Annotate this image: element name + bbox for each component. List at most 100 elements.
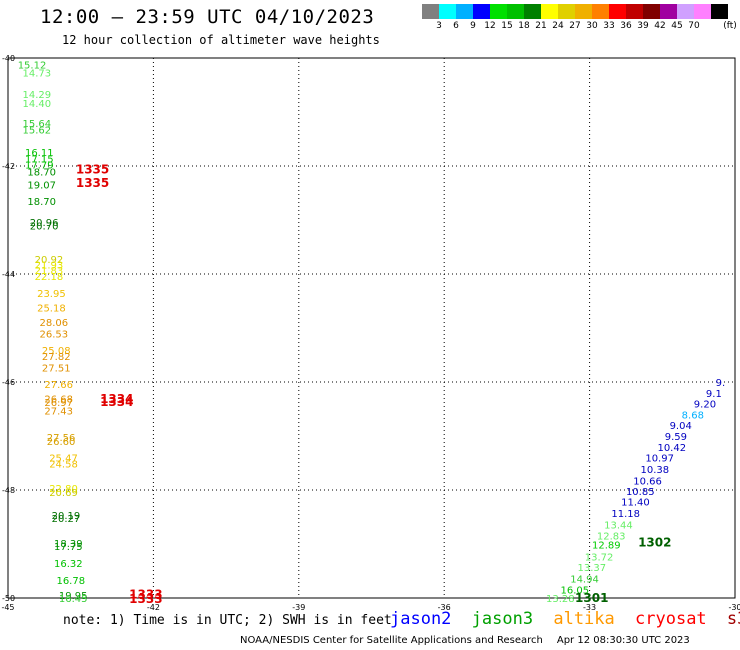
legend-swatch [694,4,711,19]
legend-swatch [643,4,660,19]
wave-height-label: 16.11 [25,148,54,159]
wave-height-label: 17.15 [25,154,54,165]
pass-time-label: 1334 [100,392,133,406]
wave-height-label: 17.79 [25,160,54,171]
footer-timestamp: Apr 12 08:30:30 UTC 2023 [556,635,690,646]
legend-label: 6 [453,21,459,31]
legend-swatch [507,4,524,19]
legend-swatch [473,4,490,19]
legend-label: 15 [501,21,513,31]
legend-label: 24 [552,21,564,31]
wave-height-label: 16.45 [59,594,88,605]
pass-time-label: 1301 [575,591,608,605]
legend-swatch [609,4,626,19]
legend-unit: (ft) [723,21,737,31]
lon-tick-label: -36 [438,603,451,610]
legend-swatch [677,4,694,19]
legend-labels: (ft) 3 6 9 12 15 18 21 24 27 30 33 36 39 42 45 70 [422,19,737,33]
wave-height-label: 9.59 [665,432,687,443]
wave-height-label: 20.96 [30,218,59,229]
wave-height-label: 9.04 [670,421,692,432]
wave-height-label: 24.58 [49,460,78,471]
wave-height-label: 14.73 [23,69,52,80]
lon-tick-label: -30 [728,603,740,610]
wave-height-label: 9. [716,378,726,389]
lat-tick-label: -42 [2,162,15,171]
satellite-legend: jason2 jason3 altika cryosat s3a [390,609,740,629]
wave-height-label: 9.1 [706,389,722,400]
wave-height-label: 11.18 [611,509,640,520]
lon-tick-label: -45 [1,603,14,610]
legend-label: 36 [620,21,632,31]
wave-height-map: -45 -42 -39 -36 -33 -30 -40 -42 -44 -46 -48 -50 15.1… [1,54,740,610]
wave-height-label: 25.47 [49,454,78,465]
wave-height-label: 26.68 [44,395,73,406]
legend-swatch [524,4,541,19]
pass-time-label: 1333 [129,592,162,606]
map-title: 12:00 – 23:59 UTC 04/10/2023 [40,6,375,28]
lon-tick-label: -42 [147,603,160,610]
wave-height-label: 16.78 [56,576,85,587]
wave-height-label: 10.42 [657,443,686,454]
satellite-cryosat: cryosat [635,609,707,629]
wave-height-label: 14.29 [23,90,52,101]
lat-tick-label: -44 [2,270,15,279]
legend-swatch [575,4,592,19]
wave-height-label: 25.18 [37,303,66,314]
satellite-jason2: jason2 [390,609,452,629]
wave-height-label: 23.95 [37,289,66,300]
legend-swatches [422,4,728,19]
satellite-s3a: s3a [726,609,740,629]
wave-height-label: 19.07 [27,180,56,191]
wave-height-label: 13.28 [546,594,575,605]
legend-swatch [660,4,677,19]
wave-height-label: 26.53 [40,329,69,340]
map-subtitle: 12 hour collection of altimeter wave hei… [62,33,380,47]
wave-height-label: 20.70 [30,221,59,232]
pass-time-label: 1335 [76,163,109,177]
wave-height-label: 10.97 [645,454,674,465]
wave-height-label: 18.70 [27,197,56,208]
wave-height-label: 20.27 [52,514,81,525]
legend-label: 33 [603,21,615,31]
wave-height-label: 27.51 [42,363,71,374]
footnote: note: 1) Time is in UTC; 2) SWH is in fe… [63,613,392,628]
wave-height-label: 21.93 [35,260,64,271]
footer-org: NOAA/NESDIS Center for Satellite Applica… [240,635,543,646]
legend-label: 3 [436,21,442,31]
wave-height-label: 16.32 [54,559,83,570]
wave-height-label: 28.06 [40,318,69,329]
wave-height-label: 9.20 [694,400,716,411]
legend-label: 12 [484,21,496,31]
wave-height-label: 10.38 [640,465,669,476]
footer: NOAA/NESDIS Center for Satellite Applica… [240,635,690,646]
wave-height-label: 19.95 [59,591,88,602]
wave-height-label: 14.94 [570,575,599,586]
wave-height-label: 25.08 [42,346,71,357]
pass-time-label: 1302 [638,535,671,549]
legend-swatch [439,4,456,19]
wave-height-label: 22.18 [35,272,64,283]
lat-tick-label: -40 [2,54,15,63]
wave-height-label: 26.97 [44,398,73,409]
pass-time-label: 1333 [129,588,162,602]
wave-height-label: 10.66 [633,476,662,487]
legend-label: 27 [569,21,581,31]
wave-height-label: 22.80 [49,484,78,495]
lat-tick-label: -46 [2,378,15,387]
wave-height-label: 11.40 [621,497,650,508]
wave-height-label: 21.83 [35,266,64,277]
lon-tick-label: -39 [292,603,305,610]
wave-height-label: 12.89 [592,541,621,552]
wave-height-label: 17.75 [54,542,83,553]
wave-height-label: 15.62 [23,125,52,136]
wave-height-label: 20.69 [49,488,78,499]
wave-height-label: 14.40 [23,99,52,110]
wave-height-label: 27.43 [44,407,73,418]
legend-label: 21 [535,21,547,31]
legend-swatch [456,4,473,19]
lat-tick-label: -48 [2,486,15,495]
wave-height-label: 16.05 [561,585,590,596]
lat-tick-label: -50 [2,594,15,603]
color-legend: (ft) 3 6 9 12 15 18 21 24 27 30 33 36 39 42 45 70 [422,4,737,33]
